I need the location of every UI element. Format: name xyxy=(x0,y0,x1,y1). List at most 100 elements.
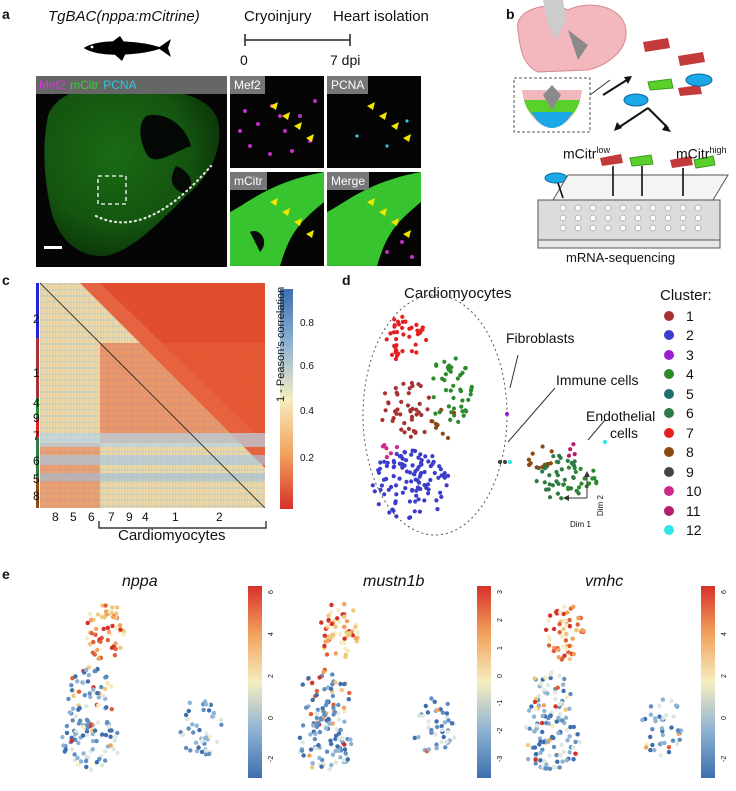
expression-point xyxy=(540,729,545,735)
cell-point xyxy=(393,356,398,362)
expression-point xyxy=(342,681,347,687)
col-label-9: 9 xyxy=(126,510,133,524)
expression-point xyxy=(105,720,110,725)
expression-point xyxy=(353,636,359,641)
expression-point xyxy=(541,703,547,708)
expression-point xyxy=(345,757,350,762)
cell-point xyxy=(417,509,422,514)
expression-point xyxy=(547,737,552,742)
cell-point xyxy=(410,383,415,388)
expression-point xyxy=(570,636,575,641)
expression-point xyxy=(567,656,572,662)
expression-point xyxy=(96,703,101,708)
expression-point xyxy=(60,734,65,740)
expression-point xyxy=(439,724,444,729)
cell-point xyxy=(546,461,551,467)
expression-point xyxy=(339,640,344,645)
expression-point xyxy=(327,767,332,772)
expression-point xyxy=(532,745,538,750)
colorbar-tick: 2 xyxy=(268,674,275,678)
cardiomyocytes-bracket-label: Cardiomyocytes xyxy=(118,527,226,544)
expression-point xyxy=(659,741,664,746)
cell-point xyxy=(394,445,400,450)
expression-point xyxy=(326,716,331,722)
cell-point xyxy=(410,487,415,493)
cell-point xyxy=(409,349,414,354)
expression-point xyxy=(576,615,581,620)
expression-point xyxy=(204,748,209,753)
expression-point xyxy=(297,735,303,740)
expression-point xyxy=(322,712,327,718)
row-label-1: 1 xyxy=(33,366,40,380)
cell-point xyxy=(530,451,535,456)
expression-point xyxy=(110,614,116,620)
expression-point xyxy=(561,688,566,694)
expression-point xyxy=(343,751,348,756)
cell-point xyxy=(404,458,409,463)
expression-point xyxy=(103,603,108,608)
expression-point xyxy=(434,746,439,751)
expression-point xyxy=(88,767,94,772)
expression-point xyxy=(81,751,86,756)
cell-point xyxy=(379,483,384,488)
cluster-legend-label: 8 xyxy=(686,444,694,461)
colorbar-tick: -2 xyxy=(721,755,728,762)
cell-point xyxy=(380,444,385,449)
expression-point xyxy=(73,674,78,679)
expression-point xyxy=(333,760,339,765)
expression-point xyxy=(342,742,347,747)
expression-point xyxy=(90,738,96,744)
cell-point xyxy=(396,351,401,356)
row-color-bar-1 xyxy=(36,338,39,398)
expression-point xyxy=(659,726,665,731)
expression-point xyxy=(215,739,220,744)
expression-point xyxy=(433,732,438,737)
row-label-8: 8 xyxy=(33,489,40,503)
cell-point xyxy=(413,342,418,347)
cell-point xyxy=(414,493,419,498)
cell-point xyxy=(572,452,577,457)
expression-point xyxy=(71,693,76,699)
expression-point xyxy=(446,718,451,723)
colorbar-vmhc xyxy=(701,586,715,778)
row-color-bar-4 xyxy=(36,398,39,418)
cell-point xyxy=(414,407,419,412)
mcitr-low-sup: low xyxy=(596,145,610,155)
cell-point xyxy=(430,419,435,424)
row-color-bar-8 xyxy=(36,478,39,508)
expression-point xyxy=(84,667,89,673)
cell-point xyxy=(410,463,415,468)
cell-point xyxy=(430,461,435,467)
cell-point xyxy=(544,487,549,492)
expression-point xyxy=(349,741,354,747)
expression-point xyxy=(561,749,567,755)
cell-point xyxy=(394,451,399,457)
expression-point xyxy=(324,699,330,704)
expression-point xyxy=(71,706,76,711)
row-color-bar-7 xyxy=(36,418,39,438)
cell-point xyxy=(559,496,564,501)
expression-point xyxy=(315,721,320,727)
cluster-legend-item: 2 xyxy=(664,327,694,343)
cluster-legend-label: 10 xyxy=(686,483,702,500)
colorbar-tick-0.6: 0.6 xyxy=(300,361,314,372)
cell-point xyxy=(414,412,419,417)
cell-point xyxy=(426,482,431,487)
cell-point xyxy=(432,470,437,476)
cell-point xyxy=(391,330,396,335)
cell-point xyxy=(391,474,396,479)
expression-point xyxy=(95,612,101,617)
cluster-legend-label: 2 xyxy=(686,327,694,344)
expression-point xyxy=(85,754,91,759)
expression-point xyxy=(549,734,555,740)
cell-point xyxy=(413,477,418,482)
cell-point xyxy=(406,426,411,431)
expression-point xyxy=(67,710,72,715)
expression-point xyxy=(564,631,569,637)
expression-point xyxy=(324,749,330,754)
cluster-swatch xyxy=(664,369,674,380)
expression-point xyxy=(104,705,109,710)
cell-point xyxy=(402,421,407,426)
expression-point xyxy=(211,710,216,716)
expression-point xyxy=(103,609,109,614)
